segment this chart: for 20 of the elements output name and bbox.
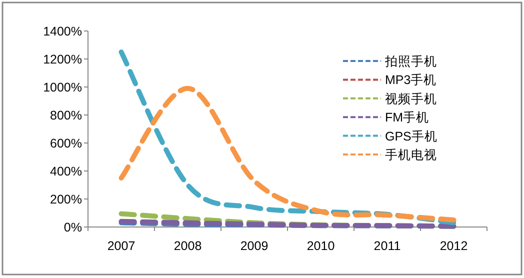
y-tick-label: 1200% [43,52,82,66]
legend-label: 手机电视 [385,148,437,162]
x-tick-label: 2007 [107,239,136,253]
y-tick-label: 800% [50,108,82,122]
legend-label: MP3手机 [385,73,437,88]
y-tick-label: 0% [64,220,82,234]
x-tick-label: 2008 [174,239,202,253]
y-tick-label: 600% [50,136,82,150]
legend-label: GPS手机 [385,129,438,144]
x-tick-label: 2012 [440,239,468,253]
legend-label: 视频手机 [385,92,437,106]
legend-label: 拍照手机 [384,54,437,68]
x-tick-label: 2010 [306,239,335,253]
legend-label: FM手机 [385,110,430,125]
y-tick-label: 1400% [43,24,82,38]
x-tick-label: 2009 [240,239,268,253]
y-tick-label: 1000% [43,80,82,94]
y-tick-label: 400% [50,164,82,178]
x-tick-label: 2011 [374,239,401,253]
y-tick-label: 200% [50,192,82,206]
